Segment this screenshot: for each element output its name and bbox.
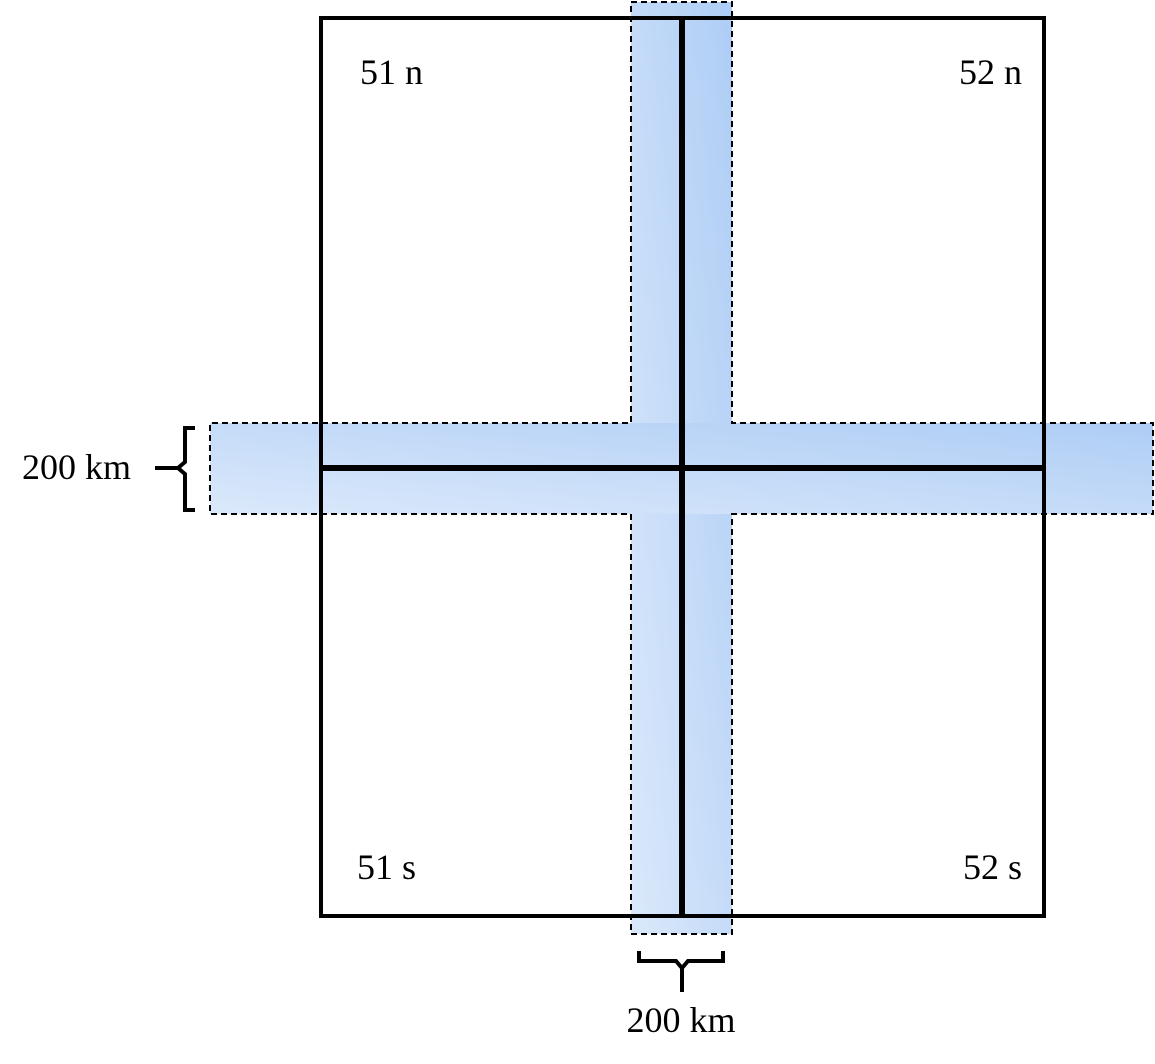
- bottom-brace: [637, 951, 725, 972]
- overlap-band-outline: [209, 1, 1154, 935]
- zone-label-bottom-left: 51 s: [357, 847, 416, 887]
- horizontal-band-dimension-label: 200 km: [22, 447, 131, 487]
- vertical-band-dimension-label: 200 km: [626, 1000, 735, 1040]
- vertical-band-dimension: 200 km: [626, 951, 736, 1040]
- horizontal-band-dimension: 200 km: [22, 426, 195, 512]
- zone-label-bottom-right: 52 s: [963, 847, 1022, 887]
- left-brace: [174, 426, 195, 512]
- zone-label-top-right: 52 n: [959, 52, 1022, 92]
- zone-label-top-left: 51 n: [360, 52, 423, 92]
